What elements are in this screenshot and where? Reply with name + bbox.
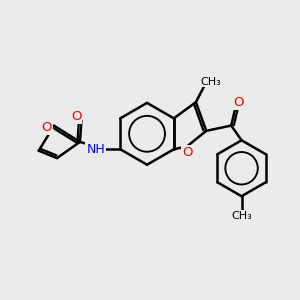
Text: O: O — [233, 95, 244, 109]
Text: O: O — [41, 121, 52, 134]
Text: NH: NH — [86, 143, 105, 156]
Text: O: O — [182, 146, 192, 159]
Text: CH₃: CH₃ — [201, 76, 222, 86]
Text: CH₃: CH₃ — [231, 211, 252, 221]
Text: O: O — [71, 110, 81, 123]
